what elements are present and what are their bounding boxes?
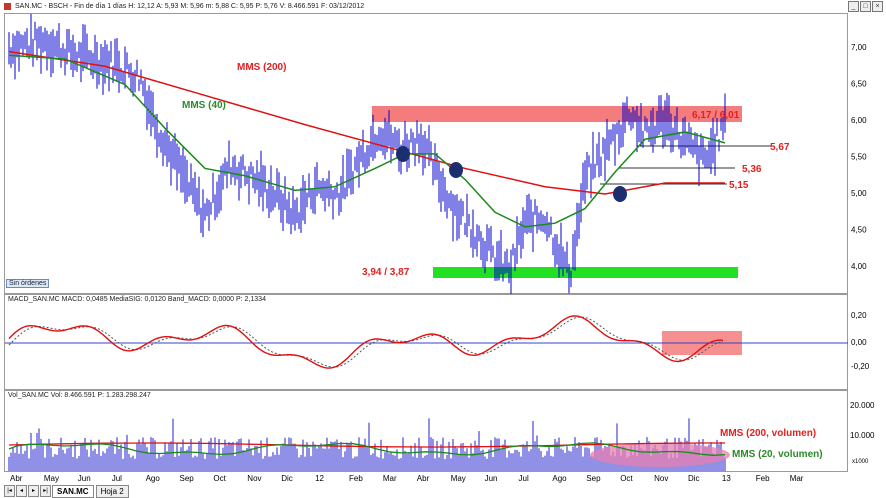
price-tick: 5,50 (851, 153, 867, 162)
chart-header: SAN.MC - BSCH - Fin de día 1 días H: 12,… (4, 0, 364, 12)
macd-panel[interactable] (4, 294, 849, 390)
maximize-button[interactable]: □ (860, 1, 871, 12)
macd-axis: 0,20 0,00 -0,20 (848, 294, 886, 390)
vol-mms200-label: MMS (200, volumen) (720, 428, 816, 439)
resistance-band (372, 106, 742, 122)
level-567-label: 5,67 (770, 142, 790, 153)
mms200-label: MMS (200) (237, 62, 286, 73)
price-panel[interactable]: MMS (200) MMS (40) 6,17 / 6,01 5,67 5,36… (4, 13, 848, 295)
x-tick-label: Feb (756, 474, 770, 483)
x-tick-label: Mar (790, 474, 804, 483)
volume-panel[interactable]: MMS (200, volumen) MMS (20, volumen) (4, 390, 848, 472)
tab-first-button[interactable]: |◂ (4, 485, 15, 497)
price-tick: 7,00 (851, 43, 867, 52)
x-tick-label: Ago (146, 474, 161, 483)
tab-san-mc[interactable]: SAN.MC (52, 484, 94, 498)
tab-last-button[interactable]: ▸| (40, 485, 51, 497)
macd-chart (5, 315, 849, 369)
chart-title: SAN.MC - BSCH - Fin de día 1 días H: 12,… (15, 2, 365, 10)
x-tick-label: May (451, 474, 466, 483)
price-chart: MMS (200) MMS (40) 6,17 / 6,01 5,67 5,36… (8, 14, 790, 295)
sin-ordenes-badge[interactable]: Sin órdenes (6, 279, 50, 288)
sheet-tabs: |◂ ◂ ▸ ▸| SAN.MC Hoja 2 (4, 484, 131, 498)
level-515-label: 5,15 (729, 180, 749, 191)
mms200-line (8, 50, 725, 195)
tab-next-button[interactable]: ▸ (28, 485, 39, 497)
vol-tick-1: 20.000 (850, 401, 875, 410)
macd-tick-1: 0,20 (851, 311, 867, 320)
tab-prev-button[interactable]: ◂ (16, 485, 27, 497)
vol-mms20-label: MMS (20, volumen) (732, 449, 823, 460)
price-tick: 4,00 (851, 262, 867, 271)
tab-hoja-2[interactable]: Hoja 2 (95, 484, 129, 498)
x-tick-label: Sep (180, 474, 195, 483)
macd-header: MACD_SAN.MC MACD: 0,0485 MediaSIG: 0,012… (8, 296, 266, 303)
x-tick-label: Jun (485, 474, 498, 483)
mms40-line (8, 54, 726, 228)
cross-marker-1 (396, 146, 410, 162)
vol-tick-2: 10.000 (850, 431, 875, 440)
mms40-label: MMS (40) (182, 100, 226, 111)
cross-marker-2 (449, 162, 463, 178)
x-tick-label: 12 (315, 474, 324, 483)
support-band (433, 267, 738, 278)
x-tick-label: May (44, 474, 59, 483)
vol-mms20-line (8, 442, 726, 456)
cross-marker-3 (613, 186, 627, 202)
macd-tick-2: 0,00 (851, 338, 867, 347)
minimize-button[interactable]: _ (848, 1, 859, 12)
price-axis: 7,00 6,50 6,00 5,50 5,00 4,50 4,00 (848, 13, 886, 294)
x-tick-label: Ago (552, 474, 567, 483)
macd-signal-line (8, 316, 724, 368)
x-tick-label: Sep (586, 474, 601, 483)
x-tick-label: Abr (417, 474, 430, 483)
support-label: 3,94 / 3,87 (362, 267, 410, 278)
close-button[interactable]: × (872, 1, 883, 12)
macd-tick-3: -0,20 (851, 362, 870, 371)
chart-window-icon (4, 2, 11, 10)
price-tick: 5,00 (851, 189, 867, 198)
x-tick-label: Nov (247, 474, 261, 483)
x-tick-label: Jul (519, 474, 529, 483)
macd-line (8, 315, 724, 369)
x-tick-label: Oct (213, 474, 226, 483)
x-tick-label: Abr (10, 474, 23, 483)
x-axis: Abr May Jun Jul Ago Sep Oct Nov Dic 12 Feb Mar Abr Ma… (10, 474, 804, 483)
x-tick-label: Nov (654, 474, 668, 483)
vol-tick-3: x1000 (852, 459, 869, 465)
x-tick-label: Mar (383, 474, 397, 483)
volume-chart: MMS (200, volumen) MMS (20, volumen) (8, 418, 823, 471)
volume-axis: 20.000 10.000 x1000 (848, 390, 886, 472)
x-tick-label: Dic (688, 474, 700, 483)
level-536-label: 5,36 (742, 164, 762, 175)
price-tick: 4,50 (851, 226, 867, 235)
x-tick-label: Jul (112, 474, 122, 483)
price-tick: 6,00 (851, 116, 867, 125)
price-bars (8, 14, 726, 295)
resistance-label: 6,17 / 6,01 (692, 110, 740, 121)
x-tick-label: Oct (620, 474, 633, 483)
price-tick: 6,50 (851, 80, 867, 89)
x-tick-label: 13 (722, 474, 731, 483)
x-tick-label: Feb (349, 474, 363, 483)
volume-header: Vol_SAN.MC Vol: 8.466.591 P: 1.283.298.2… (8, 392, 151, 399)
x-tick-label: Dic (281, 474, 293, 483)
x-tick-label: Jun (78, 474, 91, 483)
